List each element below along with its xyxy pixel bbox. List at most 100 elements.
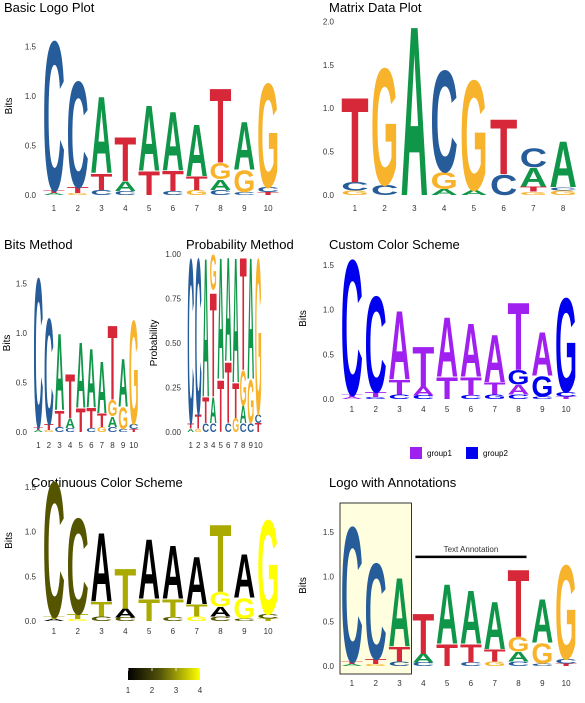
logo-letter-G: G (555, 270, 577, 421)
logo-letter-C: C (257, 613, 279, 620)
logo-letter-G: G (108, 395, 118, 421)
logo-letter-C: C (555, 658, 577, 665)
logo-letter-T: T (186, 173, 208, 194)
x-tick-label: 5 (147, 204, 152, 213)
logo-letter-A: A (76, 323, 86, 428)
logo-letter-T: T (129, 428, 139, 433)
y-axis-label: Bits (298, 577, 309, 594)
logo-letter-A: A (460, 188, 487, 196)
x-tick-label: 1 (350, 405, 355, 414)
logo-letter-A: A (484, 323, 506, 398)
logo-letter-C: C (412, 661, 434, 667)
x-tick-label: 2 (373, 679, 378, 688)
x-tick-label: 7 (194, 627, 199, 636)
logo-letter-C: C (341, 180, 368, 193)
logo-letter-T: T (86, 402, 96, 434)
logo-letter-C: C (389, 660, 411, 667)
x-tick-label: 7 (492, 679, 497, 688)
x-tick-label: 6 (89, 441, 94, 450)
logo-letter-C: C (67, 51, 89, 220)
x-tick-label: 5 (472, 204, 477, 213)
logo-letter-G: G (257, 52, 279, 219)
x-tick-label: 5 (147, 627, 152, 636)
x-tick-label: 8 (110, 441, 115, 450)
logo-letter-T: T (97, 410, 107, 432)
x-tick-label: 1 (350, 679, 355, 688)
panel-title-prob: Probability Method (186, 237, 294, 252)
x-tick-label: 8 (561, 204, 566, 213)
logo-letter-A: A (43, 619, 65, 622)
logo-letter-G: G (508, 366, 530, 390)
x-tick-label: 8 (516, 405, 521, 414)
logo-letter-C: C (162, 190, 184, 196)
logo-letter-T: T (484, 378, 506, 398)
y-axis-label: Bits (2, 335, 13, 352)
y-tick-label: 1.5 (323, 61, 335, 70)
logo-letter-T: T (91, 598, 113, 622)
logo-letter-A: A (341, 664, 363, 667)
x-tick-label: 1 (189, 441, 194, 450)
y-tick-label: 1.5 (16, 280, 28, 289)
x-tick-label: 4 (442, 204, 447, 213)
y-tick-label: 1.5 (323, 261, 335, 270)
logo-letter-G: G (118, 401, 128, 437)
y-tick-label: 0.0 (323, 395, 335, 404)
logo-letter-C: C (247, 422, 254, 435)
logo-letter-C: C (257, 186, 279, 194)
logo-letter-T: T (436, 639, 458, 673)
logo-letter-A: A (549, 130, 576, 202)
logo-letter-T: T (138, 594, 160, 628)
x-tick-label: 4 (421, 405, 426, 414)
logo-letter-T: T (138, 165, 160, 203)
x-tick-label: 10 (264, 627, 273, 636)
x-tick-label: 4 (68, 441, 73, 450)
logo-letter-T: T (555, 663, 578, 667)
x-tick-label: 7 (234, 441, 239, 450)
logo-letter-A: A (33, 430, 43, 433)
x-tick-label: 9 (242, 627, 247, 636)
logo-letter-C: C (33, 235, 43, 474)
logo-letter-C: C (341, 221, 363, 436)
logo-letter-T: T (225, 346, 232, 443)
logo-letter-G: G (232, 415, 239, 437)
annotation-text: Text Annotation (444, 545, 499, 554)
logo-letter-G: G (555, 537, 577, 688)
logo-letter-G: G (129, 290, 139, 456)
logo-letter-C: C (508, 660, 530, 667)
y-tick-label: 0.5 (323, 617, 335, 626)
logo-letter-C: C (365, 536, 387, 689)
x-tick-label: 9 (121, 441, 126, 450)
logo-letter-A: A (186, 109, 208, 193)
logo-letter-A: A (531, 588, 553, 657)
logo-letter-C: C (255, 413, 262, 426)
logo-letter-C: C (240, 422, 247, 435)
x-tick-label: 4 (211, 441, 216, 450)
y-tick-label: 0.5 (323, 350, 335, 359)
panel-title-matrix: Matrix Data Plot (329, 0, 422, 15)
x-tick-label: 5 (445, 679, 450, 688)
x-tick-label: 3 (57, 441, 62, 450)
logo-letter-A: A (55, 313, 65, 434)
logo-letter-A: A (520, 162, 547, 192)
logo-letter-T: T (162, 594, 184, 623)
logo-letter-A: A (508, 649, 530, 664)
colorbar-tick-label: 2 (150, 686, 155, 695)
logo-letter-T: T (187, 422, 194, 431)
logo-letter-T: T (55, 407, 65, 433)
logo-letter-G: G (97, 427, 107, 435)
logo-letter-G: G (460, 49, 487, 224)
logo-letter-C: C (365, 269, 387, 422)
x-tick-label: 3 (99, 204, 104, 213)
logo-letter-T: T (43, 616, 66, 620)
logo-letter-T: T (484, 645, 506, 665)
x-tick-label: 6 (226, 441, 231, 450)
logo-letter-C: C (202, 422, 209, 435)
logo-letter-A: A (187, 427, 195, 433)
logo-letter-G: G (371, 34, 398, 221)
x-tick-label: 10 (129, 441, 138, 450)
x-tick-label: 2 (382, 204, 387, 213)
logo-letter-C: C (86, 428, 96, 434)
logo-letter-C: C (430, 40, 457, 203)
y-tick-label: 0.00 (165, 428, 181, 437)
